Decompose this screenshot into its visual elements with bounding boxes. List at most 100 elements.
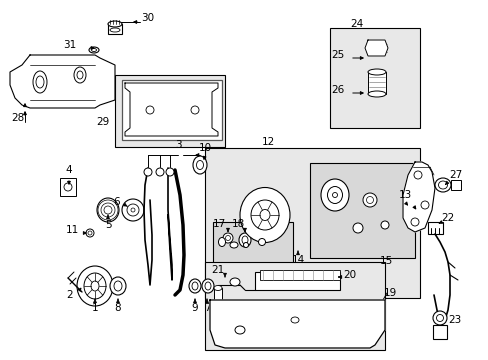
Ellipse shape [97, 198, 119, 222]
Bar [204, 148, 419, 298]
Text: 18: 18 [231, 219, 244, 229]
Ellipse shape [146, 106, 154, 114]
Text: 3: 3 [174, 140, 181, 150]
Ellipse shape [88, 231, 92, 235]
Bar [427, 222, 442, 234]
Bar [309, 163, 414, 258]
Polygon shape [10, 55, 115, 108]
Text: 7: 7 [203, 303, 210, 313]
Text: 30: 30 [141, 13, 154, 23]
Text: 13: 13 [398, 190, 411, 200]
Ellipse shape [367, 69, 385, 75]
Bar [115, 75, 224, 147]
Bar [254, 272, 339, 290]
Ellipse shape [420, 201, 428, 209]
Ellipse shape [260, 210, 269, 220]
Text: 26: 26 [331, 85, 344, 95]
Ellipse shape [122, 199, 143, 221]
Text: 5: 5 [104, 220, 111, 230]
Ellipse shape [327, 186, 342, 203]
Polygon shape [209, 300, 384, 348]
Text: 15: 15 [379, 256, 392, 266]
Ellipse shape [110, 277, 126, 295]
Bar [260, 270, 339, 280]
Text: 14: 14 [291, 255, 304, 265]
Ellipse shape [91, 281, 99, 291]
Ellipse shape [367, 91, 385, 97]
Text: 22: 22 [441, 213, 454, 223]
Bar [108, 24, 122, 34]
Text: 29: 29 [96, 117, 109, 127]
Text: 28: 28 [11, 113, 24, 123]
Bar [213, 222, 292, 277]
Ellipse shape [64, 183, 72, 191]
Ellipse shape [258, 239, 265, 246]
Ellipse shape [240, 188, 289, 243]
Ellipse shape [242, 236, 247, 244]
Bar [60, 178, 76, 196]
Ellipse shape [108, 21, 122, 27]
Ellipse shape [202, 279, 214, 293]
Ellipse shape [77, 71, 83, 79]
Ellipse shape [110, 28, 120, 32]
Text: 21: 21 [211, 265, 224, 275]
Ellipse shape [290, 317, 298, 323]
Bar [204, 262, 384, 350]
Ellipse shape [89, 47, 99, 53]
Ellipse shape [332, 193, 337, 198]
Ellipse shape [143, 168, 152, 176]
Ellipse shape [156, 168, 163, 176]
Ellipse shape [86, 229, 94, 237]
Ellipse shape [352, 223, 362, 233]
Text: 19: 19 [383, 288, 396, 298]
Ellipse shape [91, 49, 96, 51]
Ellipse shape [380, 221, 388, 229]
Bar [432, 325, 446, 339]
Ellipse shape [243, 243, 248, 248]
Ellipse shape [36, 76, 44, 88]
Polygon shape [402, 162, 434, 232]
Bar [367, 72, 385, 94]
Text: 20: 20 [343, 270, 356, 280]
Ellipse shape [250, 200, 279, 230]
Text: 23: 23 [447, 315, 461, 325]
Polygon shape [364, 40, 387, 56]
Bar [329, 28, 419, 128]
Text: 11: 11 [65, 225, 79, 235]
Ellipse shape [33, 71, 47, 93]
Ellipse shape [434, 178, 450, 192]
Text: 2: 2 [66, 290, 73, 300]
Ellipse shape [320, 179, 348, 211]
Ellipse shape [218, 238, 225, 247]
Ellipse shape [114, 281, 122, 291]
Text: 8: 8 [115, 303, 121, 313]
Ellipse shape [366, 197, 373, 203]
Ellipse shape [196, 161, 203, 170]
Text: 25: 25 [331, 50, 344, 60]
Ellipse shape [362, 193, 376, 207]
Ellipse shape [193, 156, 206, 174]
Text: 12: 12 [261, 137, 274, 147]
Ellipse shape [413, 171, 421, 179]
Ellipse shape [191, 106, 199, 114]
Ellipse shape [436, 315, 443, 321]
Ellipse shape [74, 67, 86, 83]
Ellipse shape [239, 233, 250, 247]
Ellipse shape [84, 273, 106, 299]
Text: 24: 24 [350, 19, 363, 29]
Ellipse shape [127, 204, 139, 216]
Text: 27: 27 [448, 170, 462, 180]
Ellipse shape [77, 266, 113, 306]
Text: 6: 6 [113, 197, 120, 207]
Text: 4: 4 [65, 165, 72, 175]
Polygon shape [125, 83, 218, 136]
Text: 10: 10 [198, 143, 211, 153]
Ellipse shape [225, 235, 230, 240]
Ellipse shape [223, 233, 232, 243]
Ellipse shape [229, 242, 238, 248]
Ellipse shape [131, 208, 135, 212]
Ellipse shape [229, 278, 240, 286]
Ellipse shape [235, 326, 244, 334]
Bar [450, 180, 460, 190]
Text: 1: 1 [92, 303, 98, 313]
